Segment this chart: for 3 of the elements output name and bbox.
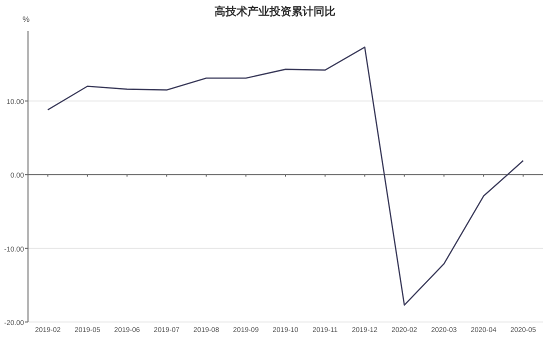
chart-title: 高技术产业投资累计同比 <box>214 5 336 18</box>
y-axis-title: % <box>22 15 30 24</box>
line-series <box>47 46 524 306</box>
